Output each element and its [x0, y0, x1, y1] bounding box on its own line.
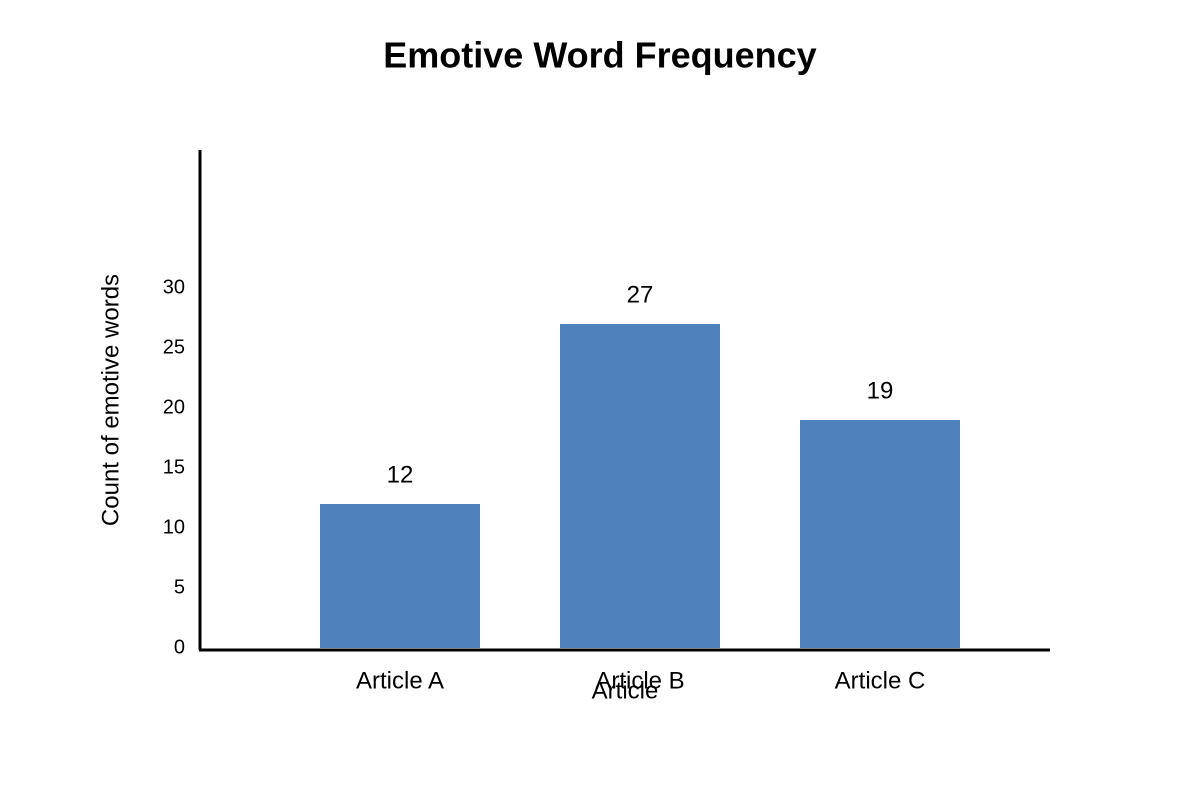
y-tick-label: 30	[163, 276, 185, 298]
value-label: 27	[627, 281, 654, 308]
chart-title: Emotive Word Frequency	[383, 35, 816, 76]
x-tick-label: Article B	[595, 667, 684, 694]
x-axis-label: Article	[592, 677, 659, 704]
y-tick-label: 10	[163, 516, 185, 538]
y-tick-label: 20	[163, 396, 185, 418]
value-label: 12	[387, 461, 414, 488]
y-tick-label: 25	[163, 336, 185, 358]
y-axis-label: Count of emotive words	[97, 274, 124, 526]
bar	[800, 420, 960, 648]
y-tick-label: 0	[174, 636, 185, 658]
x-tick-label: Article C	[835, 667, 926, 694]
bar	[320, 504, 480, 648]
y-tick-label: 5	[174, 576, 185, 598]
value-label: 19	[867, 377, 894, 404]
bar	[560, 324, 720, 648]
y-tick-label: 15	[163, 456, 185, 478]
x-tick-label: Article A	[356, 667, 444, 694]
